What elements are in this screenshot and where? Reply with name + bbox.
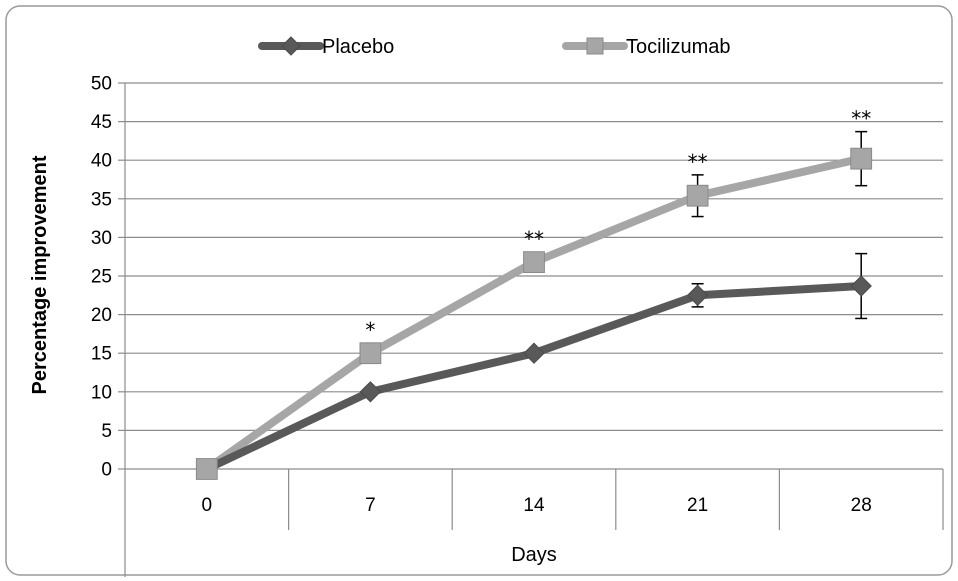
- series-markers: [195, 147, 873, 480]
- y-tick-label: 15: [91, 344, 112, 365]
- marker-placebo: [850, 275, 872, 297]
- legend-label: Tocilizumab: [626, 36, 730, 58]
- axes: [118, 82, 944, 577]
- y-tick-label: 45: [91, 112, 112, 133]
- marker-tocilizumab: [850, 147, 873, 170]
- x-tick-label: 28: [851, 495, 872, 516]
- y-tick-label: 10: [91, 382, 112, 403]
- marker-tocilizumab: [195, 458, 218, 480]
- significance-marker: **: [851, 107, 871, 131]
- significance-marker: **: [688, 150, 708, 174]
- legend: Placebo Tocilizumab: [258, 36, 730, 58]
- marker-tocilizumab: [359, 342, 382, 365]
- y-tick-label: 25: [91, 267, 112, 288]
- x-tick-label: 21: [687, 495, 708, 516]
- legend-marker-tocilizumab: [586, 37, 604, 55]
- significance-marker: *: [365, 318, 375, 342]
- marker-tocilizumab: [686, 184, 709, 207]
- x-tick-labels: 0 7 14 21 28: [202, 495, 872, 516]
- significance-annotations: *******: [365, 107, 871, 343]
- legend-label: Placebo: [322, 36, 394, 58]
- y-tick-label: 35: [91, 189, 112, 210]
- x-tick-label: 0: [202, 495, 213, 516]
- y-tick-label: 50: [91, 74, 112, 95]
- y-tick-label: 0: [101, 460, 112, 481]
- marker-placebo: [686, 284, 709, 307]
- significance-marker: **: [524, 227, 544, 251]
- y-tick-label: 5: [101, 421, 112, 442]
- y-tick-label: 30: [91, 228, 112, 249]
- y-tick-labels: 0 5 10 15 20 25 30 35 40 45 50: [91, 74, 112, 481]
- marker-placebo: [359, 381, 382, 403]
- y-tick-label: 20: [91, 305, 112, 326]
- legend-marker-placebo: [281, 36, 301, 56]
- marker-placebo: [523, 342, 545, 364]
- x-tick-label: 14: [523, 495, 545, 516]
- x-axis-title: Days: [511, 544, 557, 566]
- x-tick-label: 7: [365, 495, 376, 516]
- marker-tocilizumab: [523, 251, 545, 274]
- y-tick-label: 40: [91, 151, 112, 172]
- y-axis-title: Percentage improvement: [29, 155, 51, 394]
